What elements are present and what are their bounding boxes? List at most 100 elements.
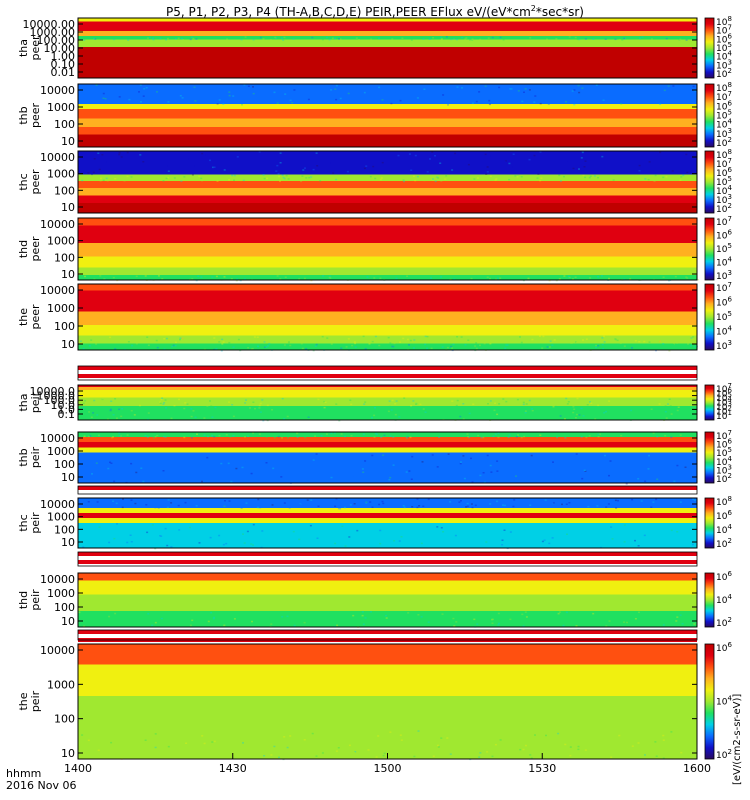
y-tick-label: 100 [54, 713, 75, 726]
colorbar-label: [eV/(cm2-s-sr-eV)] [732, 694, 743, 785]
colorbar-tick-label: 106 [716, 229, 732, 242]
panel-instrument-label: peer [29, 236, 42, 262]
y-tick-label: 10 [61, 615, 75, 628]
chart-title-suffix: *sec*sr) [535, 5, 584, 19]
colorbar-thd_peer [704, 217, 715, 281]
colorbar-thd_peir [704, 572, 715, 628]
panel-probe-label: tha [17, 39, 30, 57]
panel-probe-label: thd [17, 591, 30, 609]
y-tick-label: 1.00 [51, 50, 76, 63]
y-tick-label: 1000.00 [30, 26, 76, 39]
colorbar-tick-label: 104 [716, 695, 732, 708]
chart-title-main: P5, P1, P2, P3, P4 (TH-A,B,C,D,E) PEIR,P… [166, 5, 531, 19]
noise-texture-the_peer [79, 335, 698, 352]
x-axis-label-hhmm: hhmm [6, 767, 41, 780]
y-tick-label: 100.00 [37, 34, 76, 47]
panel-separator [77, 365, 698, 382]
x-tick-label: 1430 [219, 762, 247, 775]
panel-instrument-label: peer [29, 304, 42, 330]
chart-title: P5, P1, P2, P3, P4 (TH-A,B,C,D,E) PEIR,P… [0, 0, 750, 19]
colorbar-tick-label: 106 [716, 641, 732, 654]
colorbar-tick-label: 102 [716, 748, 732, 761]
spectrogram-the_peer [78, 284, 697, 350]
panel-frame-thc_peer [77, 150, 698, 214]
y-tick-label: 100 [54, 184, 75, 197]
panel-instrument-label: peir [29, 446, 42, 468]
colorbar-tick-label: 102 [716, 616, 732, 629]
y-tick-label: 100 [54, 458, 75, 471]
y-tick-label: 10000 [40, 84, 75, 97]
spectrogram-thb_peir [78, 432, 697, 483]
panel-separator [77, 485, 698, 495]
colorbar-the_peer [704, 283, 715, 351]
y-tick-label: 100 [54, 601, 75, 614]
x-tick-label: 1600 [683, 762, 711, 775]
chart-title-superscript: 2 [530, 4, 536, 13]
colorbar-tick-label: 103 [716, 339, 732, 352]
colorbar-the_peir [704, 643, 715, 760]
panel-frame-thd_peir [77, 572, 698, 628]
panel-frame-tha_peir [77, 384, 698, 421]
y-tick-label: 1.0 [58, 403, 76, 416]
panel-frame-thd_peer [77, 217, 698, 281]
colorbar-tick-label: 107 [716, 215, 732, 228]
x-tick-label: 1500 [374, 762, 402, 775]
y-tick-label: 10 [61, 747, 75, 760]
panel-probe-label: thd [17, 240, 30, 258]
y-tick-label: 10000 [40, 573, 75, 586]
colorbar-tick-label: 107 [716, 281, 732, 294]
y-tick-label: 1000 [47, 168, 75, 181]
y-tick-label: 10000 [40, 498, 75, 511]
spectrogram-tha_peer [78, 18, 697, 78]
y-tick-label: 10 [61, 536, 75, 549]
y-tick-label: 10000 [40, 644, 75, 657]
y-tick-label: 1000 [47, 445, 75, 458]
y-tick-label: 0.01 [51, 66, 76, 79]
panel-probe-label: thc [17, 514, 30, 531]
panel-the_peir: 10000 1000 100 10 the peir 106 104 102 [17, 641, 732, 761]
y-tick-label: 1000 [47, 302, 75, 315]
noise-texture-tha_peir [82, 397, 694, 422]
colorbar-tick-label: 106 [716, 509, 732, 522]
noise-texture-thc_peer [81, 151, 697, 183]
colorbar-tick-label: 104 [716, 523, 732, 536]
y-tick-label: 10 [61, 201, 75, 214]
x-tick-label: 1400 [64, 762, 92, 775]
noise-texture-thd_peer [84, 275, 699, 282]
colorbar-thc_peir [704, 497, 715, 549]
noise-texture-thb_peir [83, 432, 695, 485]
panel-frame-thb_peer [77, 83, 698, 148]
y-tick-label: 100 [54, 320, 75, 333]
panel-separator [77, 629, 698, 642]
y-tick-label: 10.0 [51, 399, 76, 412]
colorbar-tick-label: 106 [716, 570, 732, 583]
noise-texture-the_peir [81, 730, 683, 761]
x-axis: hhmm 2016 Nov 06 1400 1430 1500 1530 1600 [6, 753, 711, 792]
noise-texture-thc_peir [80, 498, 697, 550]
panel-instrument-label: peir [29, 512, 42, 534]
y-tick-label: 100.0 [44, 394, 76, 407]
x-tick-label: 1530 [528, 762, 556, 775]
spectrogram-thd_peer [78, 218, 697, 280]
y-tick-label: 100 [54, 118, 75, 131]
colorbar-tick-label: 102 [716, 537, 732, 550]
y-tick-label: 0.10 [51, 58, 76, 71]
panel-probe-label: the [17, 692, 30, 710]
panel-frame-thb_peir [77, 431, 698, 484]
y-tick-label: 10000 [40, 432, 75, 445]
colorbar-tick-label: 104 [716, 256, 732, 269]
colorbar-tick-label: 108 [716, 495, 732, 508]
y-tick-label: 10 [61, 135, 75, 148]
panel-probe-label: tha [17, 393, 30, 411]
y-tick-label: 10000 [40, 218, 75, 231]
panel-probe-label: thb [17, 448, 30, 466]
spectrogram-thb_peer [78, 84, 697, 147]
panel-instrument-label: peer [29, 35, 42, 61]
